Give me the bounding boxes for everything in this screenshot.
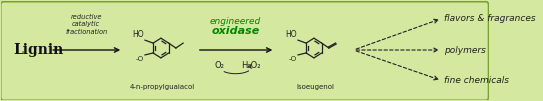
FancyBboxPatch shape xyxy=(1,2,489,100)
Text: flavors & fragrances: flavors & fragrances xyxy=(444,14,536,23)
Text: HO: HO xyxy=(286,30,297,39)
Text: -O: -O xyxy=(289,56,297,62)
Text: reductive
catalytic
fractionation: reductive catalytic fractionation xyxy=(65,14,108,35)
Text: HO: HO xyxy=(132,30,144,39)
Text: -O: -O xyxy=(136,56,144,62)
Text: polymers: polymers xyxy=(444,46,487,55)
Text: O₂: O₂ xyxy=(214,61,224,70)
Text: oxidase: oxidase xyxy=(211,26,260,36)
Text: engineered: engineered xyxy=(210,17,261,26)
Text: H₂O₂: H₂O₂ xyxy=(241,61,261,70)
Text: Lignin: Lignin xyxy=(13,43,64,57)
Text: Isoeugenol: Isoeugenol xyxy=(296,84,334,90)
Text: 4-n-propylguaiacol: 4-n-propylguaiacol xyxy=(130,84,195,90)
Text: fine chemicals: fine chemicals xyxy=(444,76,509,85)
